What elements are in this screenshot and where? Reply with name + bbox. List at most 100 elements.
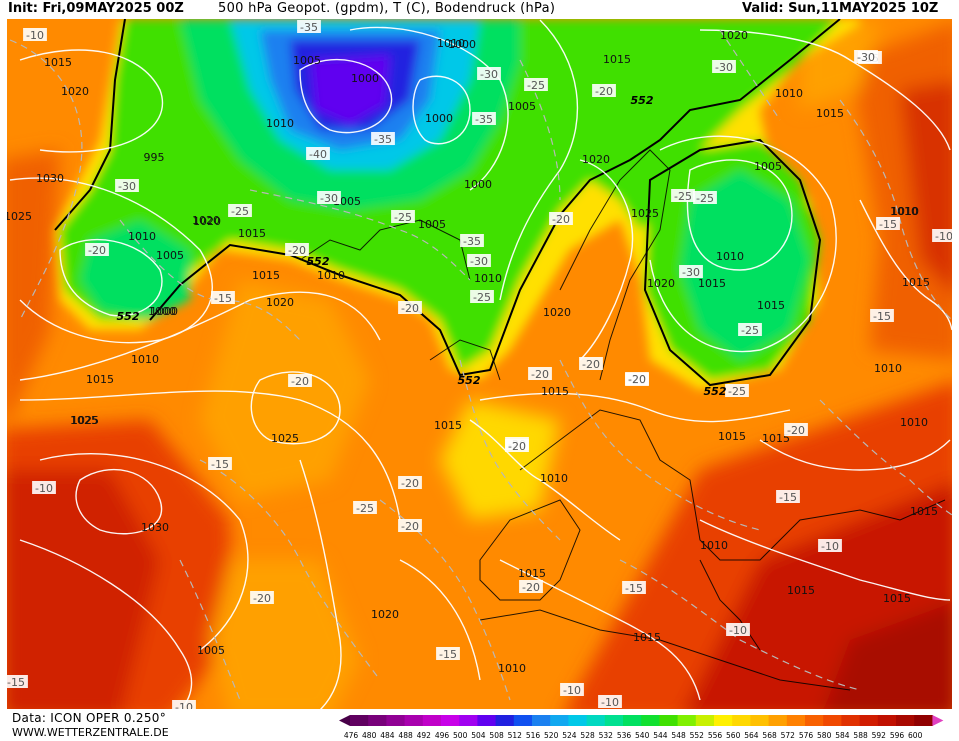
scandinavia-coast (559, 149, 671, 381)
pressure-label: 1020 (193, 215, 221, 228)
temperature-label-text: -20 (582, 358, 600, 371)
pressure-label: 1015 (541, 385, 569, 398)
legend-swatch (859, 715, 879, 726)
pressure-label-text: 1015 (787, 584, 815, 597)
legend-swatch (441, 715, 460, 726)
pressure-label: 1005 (293, 54, 321, 67)
pressure-label-text: 1025 (7, 210, 32, 223)
data-source: Data: ICON OPER 0.250° (12, 711, 167, 725)
temperature-label-text: -30 (857, 51, 875, 64)
temperature-label-text: -20 (595, 85, 613, 98)
europe-coast (519, 409, 946, 561)
temperature-label: -20 (398, 301, 422, 315)
temperature-label-text: -25 (394, 211, 412, 224)
pressure-label: 1020 (543, 306, 571, 319)
pressure-label: 1010 (266, 117, 294, 130)
pressure-label-text: 1015 (883, 592, 911, 605)
pressure-label-text: 1015 (541, 385, 569, 398)
pressure-label-text: 1015 (518, 567, 546, 580)
legend-tick-label: 524 (562, 731, 577, 740)
legend-swatch (677, 715, 697, 726)
temperature-label: -25 (671, 189, 695, 203)
legend-tick-label: 544 (653, 731, 668, 740)
legend-swatch (896, 715, 915, 726)
geopotential-label-text: 552 (307, 255, 330, 268)
pressure-label-text: 1020 (266, 296, 294, 309)
temperature-label: -30 (679, 265, 703, 279)
pressure-labels: 1015102010301025100510101020100510101000… (7, 29, 938, 675)
pressure-label-text: 1000 (425, 112, 453, 125)
pressure-label-text: 1000 (464, 178, 492, 191)
temperature-label: -10 (726, 623, 750, 637)
geopotential-label: 552 (458, 374, 481, 387)
pressure-label-text: 1015 (434, 419, 462, 432)
pressure-label-text: 1025 (271, 432, 299, 445)
uk-coast (429, 339, 501, 381)
pressure-label: 1020 (582, 153, 610, 166)
geopot-552-line (54, 19, 841, 387)
forecast-map-svg: 1015102010301025100510101020100510101000… (7, 19, 952, 709)
pressure-label: 1000 (351, 72, 379, 85)
temperature-label-text: -35 (300, 21, 318, 34)
legend-tick-label: 532 (599, 731, 614, 740)
legend-swatch (805, 715, 824, 726)
temperature-label: -20 (625, 372, 649, 386)
temperature-label-text: -10 (35, 482, 53, 495)
geopotential-field (7, 19, 952, 709)
legend-tick-label: 556 (708, 731, 723, 740)
pressure-label-text: 1015 (762, 432, 790, 445)
pressure-label: 1010 (437, 37, 465, 50)
pressure-label-text: 1000 (150, 305, 178, 318)
temperature-label: -10 (23, 28, 47, 42)
pressure-label: 1020 (647, 277, 675, 290)
pressure-label: 1010 (891, 205, 919, 218)
temperature-label: -20 (549, 212, 573, 226)
geopotential-label-text: 552 (117, 310, 140, 323)
pressure-label-text: 1005 (293, 54, 321, 67)
legend-swatch (623, 715, 642, 726)
pressure-label-text: 1015 (633, 631, 661, 644)
temperature-label-text: -10 (601, 696, 619, 709)
pressure-label: 995 (144, 151, 165, 164)
legend-swatch (823, 715, 842, 726)
legend-swatch (768, 715, 788, 726)
temperature-label: -20 (250, 591, 274, 605)
temperature-label: -20 (579, 357, 603, 371)
pressure-label-text: 1015 (902, 276, 930, 289)
legend-tick-label: 564 (744, 731, 759, 740)
temperature-label-text: -20 (291, 375, 309, 388)
legend-swatch (641, 715, 660, 726)
field-warm (7, 20, 952, 709)
temperature-label: -30 (115, 179, 139, 193)
legend-tick-label: 540 (635, 731, 650, 740)
legend-tick-label: 552 (690, 731, 705, 740)
legend-tick-label: 572 (781, 731, 796, 740)
temperature-label-text: -25 (473, 291, 491, 304)
pressure-label: 1015 (762, 432, 790, 445)
pressure-label: 1025 (271, 432, 299, 445)
temperature-label-text: -20 (787, 424, 805, 437)
temperature-label-text: -15 (779, 491, 797, 504)
pressure-label-text: 1010 (266, 117, 294, 130)
temperature-label-text: -10 (563, 684, 581, 697)
iberia-coast (479, 499, 581, 601)
legend-swatch (532, 715, 551, 726)
pressure-label: 1020 (192, 214, 220, 227)
pressure-label: 1010 (498, 662, 526, 675)
temperature-label-text: -35 (475, 113, 493, 126)
legend-tick-label: 568 (762, 731, 777, 740)
africa-coast (479, 609, 851, 691)
pressure-label-text: 1025 (70, 414, 98, 427)
legend-tick-label: 504 (471, 731, 486, 740)
pressure-label: 1020 (371, 608, 399, 621)
temperature-label-text: -20 (508, 440, 526, 453)
map-title: 500 hPa Geopot. (gpdm), T (C), Bodendruc… (218, 1, 556, 16)
pressure-label: 1000 (448, 38, 476, 51)
temperature-label-text: -25 (527, 79, 545, 92)
pressure-label: 1015 (633, 631, 661, 644)
temperature-label: -10 (598, 695, 622, 709)
forecast-map: 1015 1020 1030 1025 1005 1010 1020 1005 1010 1000… (7, 19, 952, 709)
legend-tick-label: 584 (835, 731, 850, 740)
pressure-label: 1010 (900, 416, 928, 429)
